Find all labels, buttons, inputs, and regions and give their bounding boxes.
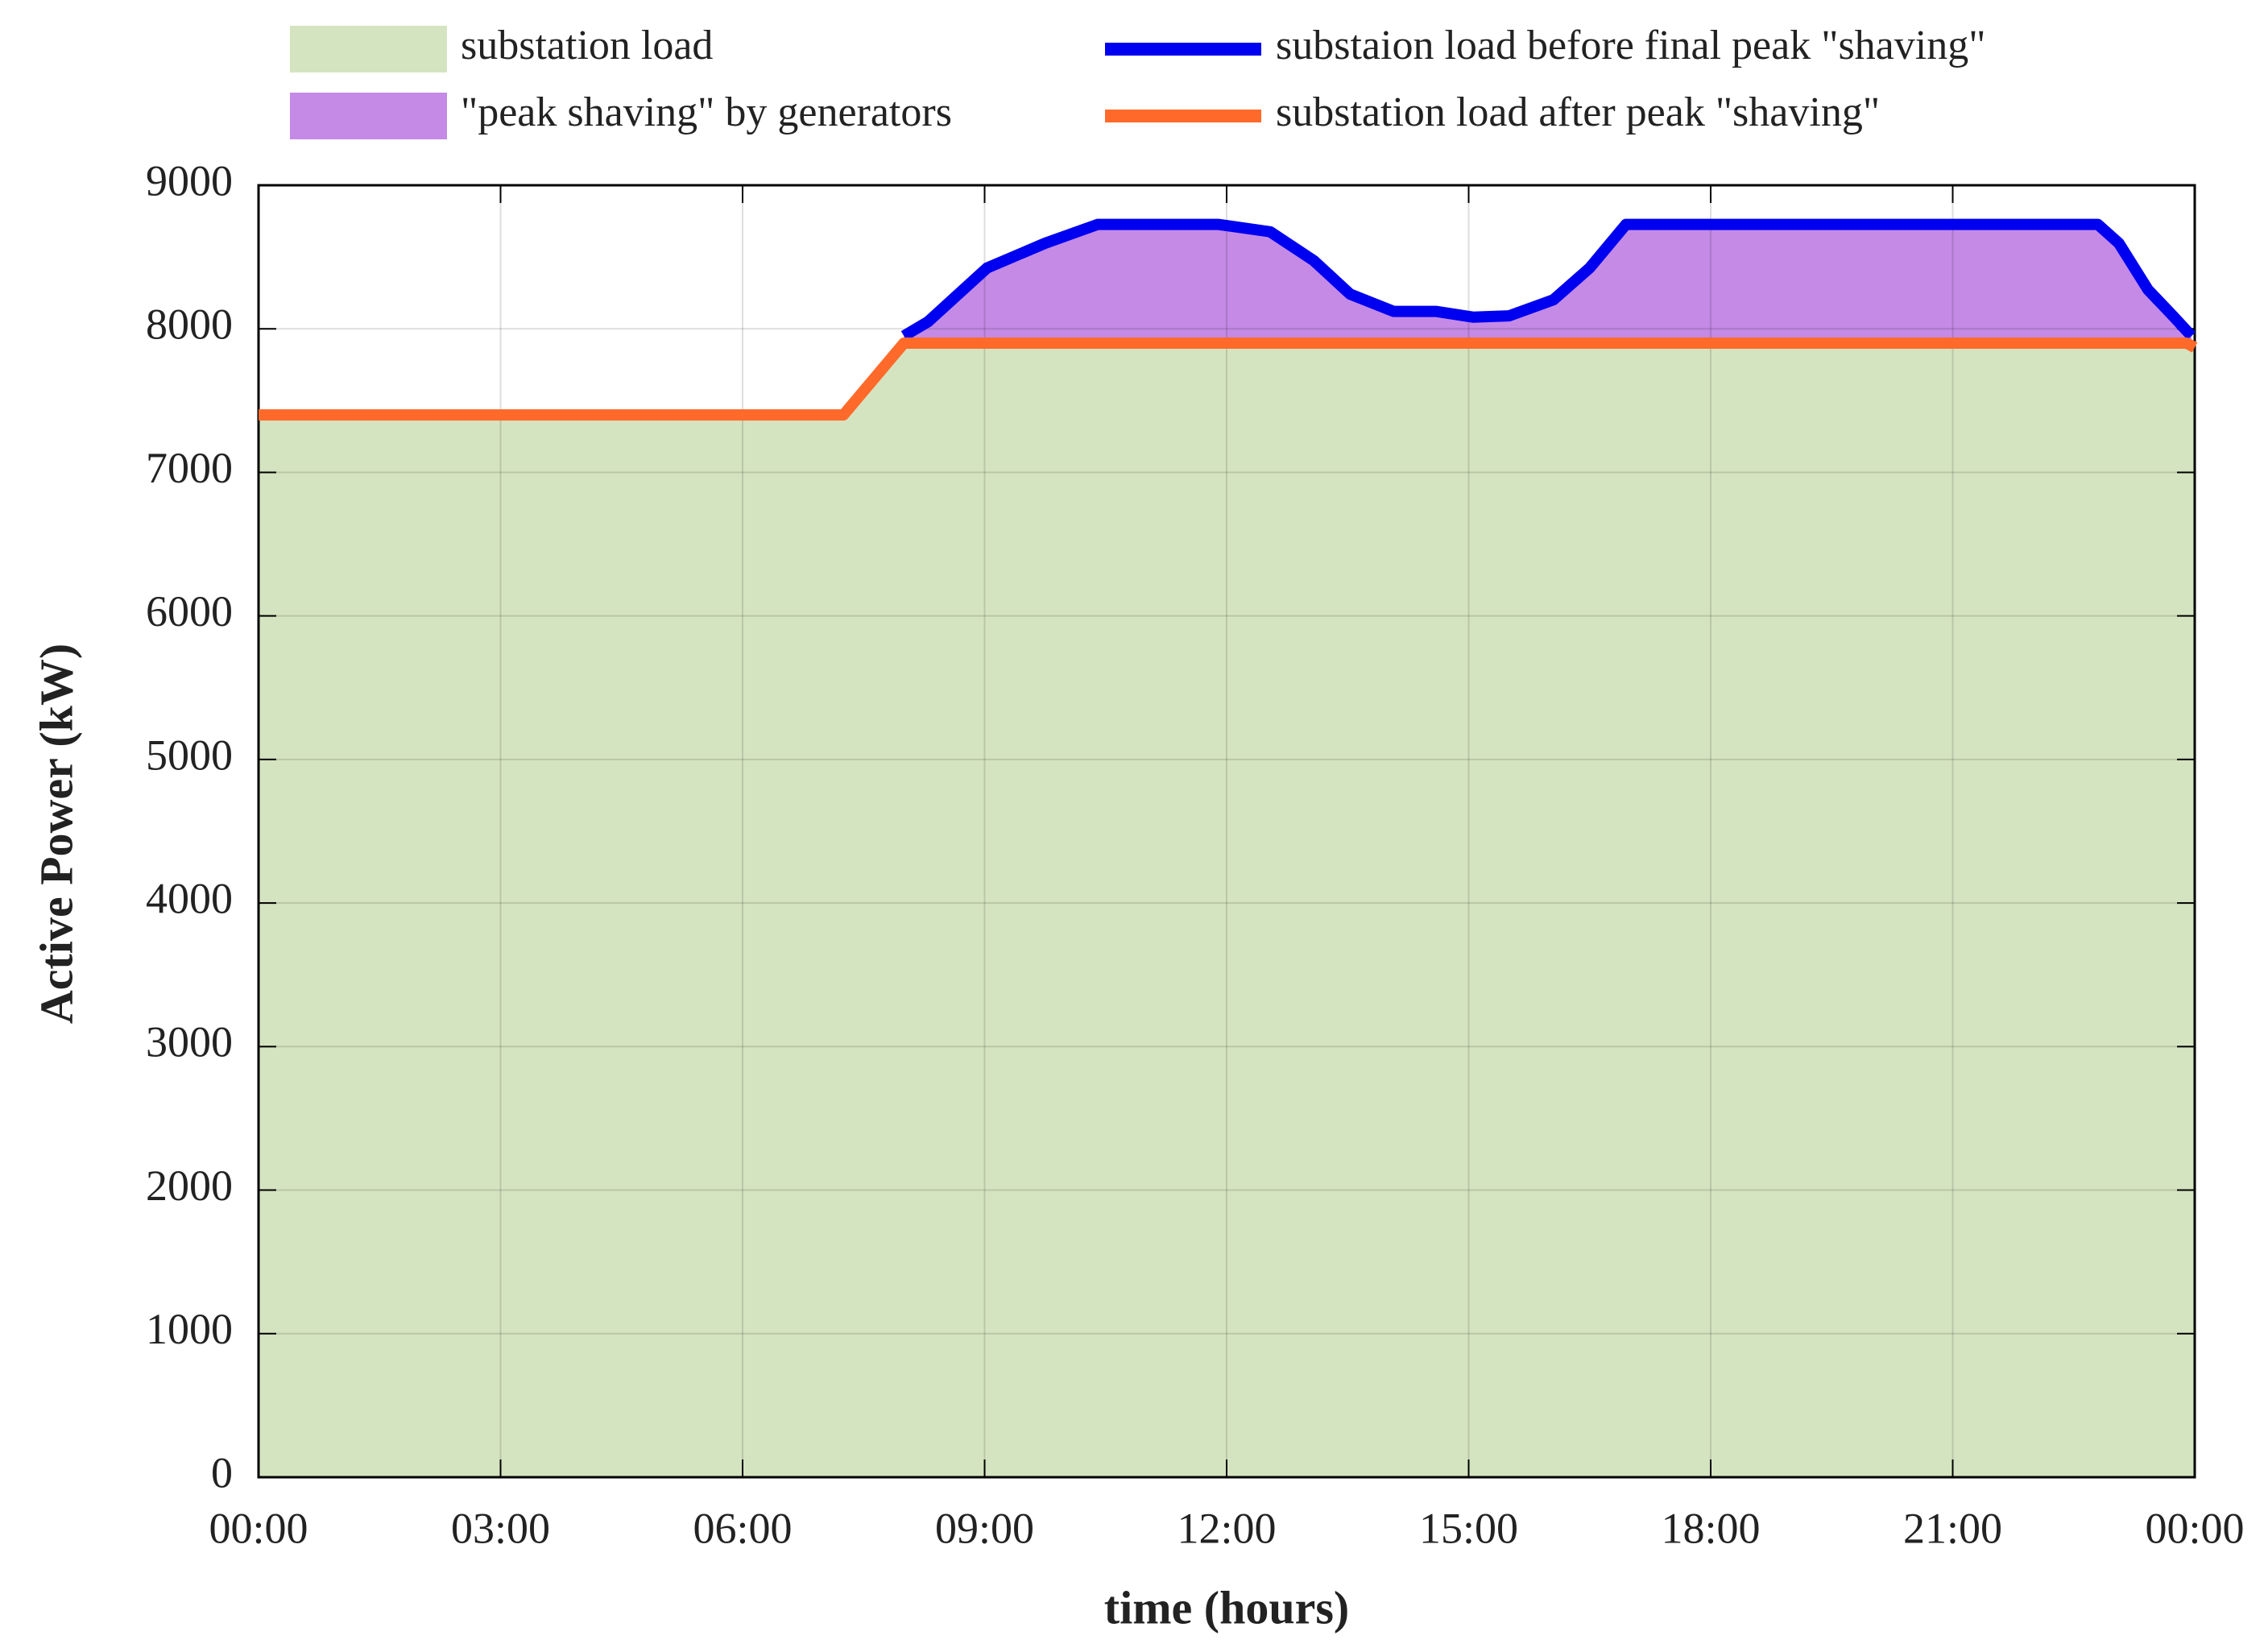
- x-tick-label: 00:00: [209, 1504, 308, 1552]
- x-tick-label: 15:00: [1419, 1504, 1518, 1552]
- legend-label: substaion load before final peak "shavin…: [1276, 23, 1985, 68]
- substation-load-area: [259, 343, 2195, 1477]
- x-tick-label: 06:00: [693, 1504, 792, 1552]
- legend-label: substation load: [461, 23, 713, 68]
- y-tick-label: 8000: [146, 300, 233, 349]
- y-tick-label: 9000: [146, 156, 233, 205]
- x-axis-label: time (hours): [1104, 1581, 1349, 1633]
- x-tick-label: 21:00: [1903, 1504, 2002, 1552]
- y-tick-label: 4000: [146, 875, 233, 923]
- line-series: [259, 337, 2198, 421]
- x-tick-label: 03:00: [451, 1504, 550, 1552]
- y-tick-label: 7000: [146, 444, 233, 492]
- y-tick-label: 5000: [146, 731, 233, 779]
- y-tick-label: 2000: [146, 1161, 233, 1210]
- legend-swatch: [290, 93, 447, 139]
- x-tick-label: 09:00: [935, 1504, 1034, 1552]
- x-tick-label: 12:00: [1177, 1504, 1276, 1552]
- legend-label: "peak shaving" by generators: [461, 89, 952, 135]
- y-axis-label: Active Power (kW): [30, 644, 82, 1024]
- legend-swatch: [290, 26, 447, 72]
- plot-frame: [257, 184, 2196, 1479]
- legend-label: substation load after peak "shaving": [1276, 89, 1880, 135]
- y-tick-label: 3000: [146, 1018, 233, 1066]
- y-tick-label: 0: [211, 1448, 233, 1497]
- x-tick-label: 18:00: [1661, 1504, 1760, 1552]
- line-series: [900, 218, 2196, 342]
- y-tick-label: 6000: [146, 587, 233, 636]
- y-tick-label: 1000: [146, 1305, 233, 1353]
- x-tick-label: 00:00: [2145, 1504, 2244, 1552]
